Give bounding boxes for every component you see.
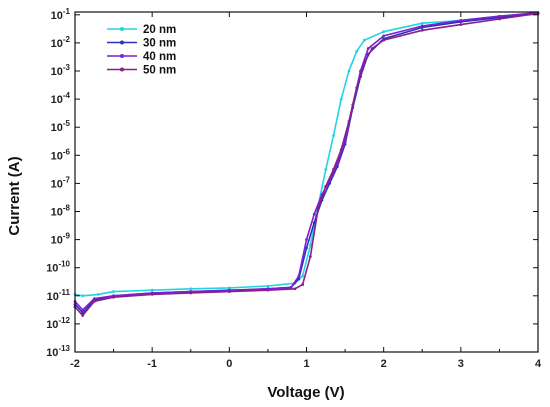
data-point xyxy=(305,238,308,242)
data-point xyxy=(308,255,312,258)
x-tick-label: 2 xyxy=(381,358,387,370)
data-point xyxy=(266,288,270,292)
series-line-3 xyxy=(74,11,539,312)
data-point xyxy=(339,97,343,101)
data-point xyxy=(150,292,154,296)
data-point xyxy=(498,14,501,18)
data-point xyxy=(92,297,96,301)
x-tick-label: 0 xyxy=(226,358,232,370)
data-point xyxy=(81,314,85,317)
legend-label: 30 nm xyxy=(143,38,176,50)
data-point xyxy=(382,34,386,38)
data-point xyxy=(266,284,270,288)
data-point xyxy=(308,243,312,247)
data-point xyxy=(324,184,328,188)
data-point xyxy=(370,47,374,50)
data-point xyxy=(362,61,366,64)
data-point xyxy=(355,49,359,53)
y-tick-label: 10-3 xyxy=(51,63,71,78)
data-point xyxy=(301,274,305,278)
data-point xyxy=(297,274,301,278)
y-tick-label: 10-1 xyxy=(51,7,71,22)
data-point xyxy=(81,308,85,312)
y-tick-label: 10-11 xyxy=(47,288,71,303)
data-point xyxy=(332,134,335,138)
data-point xyxy=(459,19,463,22)
data-point xyxy=(92,300,96,303)
legend-label: 40 nm xyxy=(143,51,176,63)
y-tick-label: 10-10 xyxy=(46,260,70,275)
data-point xyxy=(112,295,115,299)
data-point xyxy=(362,38,366,42)
data-point xyxy=(301,283,305,286)
legend-marker xyxy=(120,40,124,45)
x-tick-label: 1 xyxy=(303,358,309,370)
data-point xyxy=(189,291,193,295)
legend-marker xyxy=(120,27,124,31)
data-point xyxy=(293,287,297,291)
data-point xyxy=(339,148,343,152)
legend-label: 50 nm xyxy=(143,65,176,77)
data-point xyxy=(316,207,320,211)
y-tick-label: 10-2 xyxy=(51,35,71,50)
data-point xyxy=(459,23,463,27)
legend-marker xyxy=(120,54,124,58)
x-tick-label: 3 xyxy=(458,358,464,370)
y-tick-label: 10-9 xyxy=(51,232,71,247)
y-axis-title: Current (A) xyxy=(6,156,23,235)
y-tick-label: 10-4 xyxy=(51,91,71,106)
data-point xyxy=(312,212,316,216)
data-point xyxy=(289,285,293,289)
data-point xyxy=(347,69,351,73)
y-tick-label: 10-8 xyxy=(51,204,71,219)
x-axis-title: Voltage (V) xyxy=(267,384,344,401)
y-tick-label: 10-7 xyxy=(51,175,71,190)
x-tick-label: -1 xyxy=(147,358,157,370)
series-line-4 xyxy=(74,12,539,317)
data-point xyxy=(150,288,154,292)
data-point xyxy=(227,286,231,290)
data-point xyxy=(366,47,370,50)
data-point xyxy=(498,17,501,21)
plot-frame xyxy=(74,11,539,353)
x-tick-label: -2 xyxy=(70,358,80,370)
legend-label: 20 nm xyxy=(143,24,176,36)
y-tick-label: 10-5 xyxy=(51,119,71,134)
data-point xyxy=(347,120,351,123)
data-point xyxy=(420,21,424,25)
data-point xyxy=(96,292,100,296)
data-point xyxy=(324,167,328,171)
axes: -2 -1 0 1 2 3 4 10-13 10-12 10-11 10-10 10-9 10-8 10-… xyxy=(46,7,542,370)
data-point xyxy=(355,86,359,90)
data-point xyxy=(420,24,424,28)
y-tick-label: 10-13 xyxy=(46,344,70,359)
data-point xyxy=(112,290,115,293)
data-point xyxy=(81,294,85,298)
plot-area xyxy=(73,11,540,317)
y-tick-label: 10-6 xyxy=(51,147,71,162)
data-point xyxy=(81,311,85,315)
y-tick-label: 10-12 xyxy=(46,316,70,331)
data-point xyxy=(420,28,424,32)
x-tick-label: 4 xyxy=(535,358,542,370)
data-point xyxy=(227,290,231,293)
data-point xyxy=(382,30,386,34)
data-point xyxy=(305,246,308,250)
data-point xyxy=(332,167,335,171)
data-point xyxy=(382,38,386,42)
data-point xyxy=(189,287,193,291)
legend-marker xyxy=(120,67,124,72)
